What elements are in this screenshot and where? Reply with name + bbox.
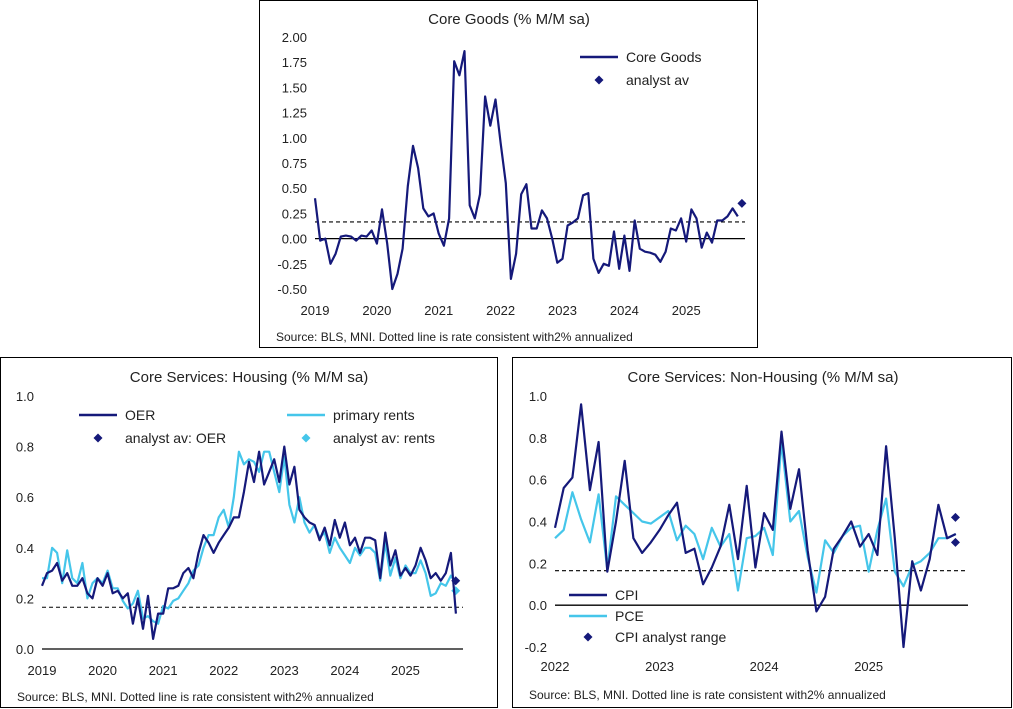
source-note: Source: BLS, MNI. Dotted line is rate co… bbox=[529, 688, 886, 702]
x-tick-label: 2019 bbox=[301, 303, 330, 318]
series-line-primary-rents bbox=[42, 450, 457, 625]
legend-label: analyst av: OER bbox=[125, 430, 226, 446]
series-line-cpi bbox=[553, 403, 957, 649]
y-tick-label: 1.00 bbox=[282, 131, 307, 146]
series-line-core-goods bbox=[313, 49, 739, 291]
analyst-marker-cpi-analyst-range bbox=[950, 537, 960, 547]
series-line-oer bbox=[40, 445, 457, 640]
core-goods-chart-panel: Core Goods (% M/M sa) 2.00 1.75 1.50 1.25 1.0… bbox=[259, 0, 758, 348]
y-tick-label: 2.00 bbox=[282, 30, 307, 45]
y-tick-label: 0.00 bbox=[282, 232, 307, 247]
x-tick-label: 2025 bbox=[391, 663, 420, 678]
x-tick-label: 2024 bbox=[330, 663, 359, 678]
chart-title: Core Goods (% M/M sa) bbox=[428, 11, 590, 28]
legend-label: primary rents bbox=[333, 407, 415, 423]
analyst-marker-analyst-av-oer bbox=[451, 576, 461, 586]
x-tick-label: 2024 bbox=[750, 659, 779, 674]
legend-marker-cpi-analyst-range bbox=[583, 632, 593, 642]
y-tick-label: 0.50 bbox=[282, 181, 307, 196]
legend-marker-analyst-av bbox=[594, 75, 604, 85]
legend-label: analyst av: rents bbox=[333, 430, 435, 446]
y-tick-label: 0.6 bbox=[16, 490, 34, 505]
y-tick-label: 0.2 bbox=[16, 591, 34, 606]
source-note: Source: BLS, MNI. Dotted line is rate co… bbox=[276, 330, 633, 344]
x-tick-label: 2020 bbox=[88, 663, 117, 678]
legend-marker-analyst-av-rents bbox=[301, 433, 311, 443]
y-tick-label: -0.2 bbox=[525, 640, 547, 655]
analyst-marker-analyst-av bbox=[737, 198, 747, 208]
x-tick-label: 2023 bbox=[270, 663, 299, 678]
analyst-marker-cpi-analyst-range bbox=[950, 512, 960, 522]
core-services-non-housing-chart-panel: Core Services: Non-Housing (% M/M sa) 1.0… bbox=[512, 357, 1012, 708]
x-tick-label: 2021 bbox=[149, 663, 178, 678]
legend-label: PCE bbox=[615, 608, 644, 624]
legend-label: Core Goods bbox=[626, 49, 701, 65]
x-tick-label: 2025 bbox=[672, 303, 701, 318]
y-tick-label: 1.0 bbox=[529, 389, 547, 404]
x-tick-label: 2021 bbox=[424, 303, 453, 318]
x-tick-label: 2024 bbox=[610, 303, 639, 318]
y-tick-label: 0.4 bbox=[529, 515, 547, 530]
legend-label: CPI analyst range bbox=[615, 629, 726, 645]
x-tick-label: 2025 bbox=[854, 659, 883, 674]
y-tick-label: 0.8 bbox=[16, 440, 34, 455]
y-tick-label: 1.25 bbox=[282, 106, 307, 121]
y-tick-label: 0.25 bbox=[282, 206, 307, 221]
y-tick-label: -0.50 bbox=[277, 282, 307, 297]
x-tick-label: 2023 bbox=[548, 303, 577, 318]
chart-title: Core Services: Non-Housing (% M/M sa) bbox=[628, 369, 899, 386]
y-tick-label: 1.75 bbox=[282, 55, 307, 70]
y-tick-label: 0.4 bbox=[16, 541, 34, 556]
x-tick-label: 2019 bbox=[28, 663, 57, 678]
legend-marker-analyst-av-oer bbox=[93, 433, 103, 443]
legend-label: CPI bbox=[615, 587, 638, 603]
source-note: Source: BLS, MNI. Dotted line is rate co… bbox=[17, 690, 374, 704]
core-services-housing-chart-panel: Core Services: Housing (% M/M sa) 1.0 0.8 0… bbox=[0, 357, 498, 708]
analyst-marker-analyst-av-rents bbox=[451, 586, 461, 596]
x-tick-label: 2023 bbox=[645, 659, 674, 674]
x-tick-label: 2022 bbox=[486, 303, 515, 318]
y-tick-label: 1.50 bbox=[282, 80, 307, 95]
legend-label: analyst av bbox=[626, 72, 689, 88]
y-tick-label: 0.0 bbox=[16, 642, 34, 657]
series-line-pce bbox=[554, 440, 957, 594]
y-tick-label: 1.0 bbox=[16, 389, 34, 404]
y-tick-label: 0.2 bbox=[529, 556, 547, 571]
y-tick-label: 0.75 bbox=[282, 156, 307, 171]
core-goods-chart: Core Goods (% M/M sa) 2.00 1.75 1.50 1.25 1.0… bbox=[276, 11, 747, 344]
x-tick-label: 2022 bbox=[209, 663, 238, 678]
y-tick-label: -0.25 bbox=[277, 257, 307, 272]
core-services-non-housing-chart: Core Services: Non-Housing (% M/M sa) 1.0… bbox=[525, 369, 968, 702]
x-tick-label: 2022 bbox=[541, 659, 570, 674]
x-tick-label: 2020 bbox=[362, 303, 391, 318]
y-tick-label: 0.8 bbox=[529, 431, 547, 446]
chart-title: Core Services: Housing (% M/M sa) bbox=[130, 369, 368, 386]
legend-label: OER bbox=[125, 407, 155, 423]
y-tick-label: 0.0 bbox=[529, 598, 547, 613]
core-services-housing-chart: Core Services: Housing (% M/M sa) 1.0 0.8 0… bbox=[16, 369, 463, 704]
y-tick-label: 0.6 bbox=[529, 473, 547, 488]
